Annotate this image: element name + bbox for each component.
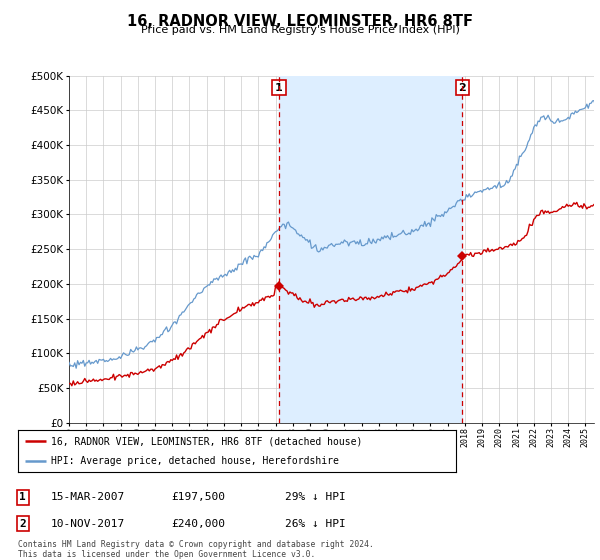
Text: 1: 1: [275, 82, 283, 92]
Text: This data is licensed under the Open Government Licence v3.0.: This data is licensed under the Open Gov…: [18, 550, 316, 559]
Text: 15-MAR-2007: 15-MAR-2007: [51, 492, 125, 502]
Text: 2: 2: [458, 82, 466, 92]
Text: Price paid vs. HM Land Registry's House Price Index (HPI): Price paid vs. HM Land Registry's House …: [140, 25, 460, 35]
Text: 16, RADNOR VIEW, LEOMINSTER, HR6 8TF: 16, RADNOR VIEW, LEOMINSTER, HR6 8TF: [127, 14, 473, 29]
Text: 29% ↓ HPI: 29% ↓ HPI: [285, 492, 346, 502]
Text: £197,500: £197,500: [171, 492, 225, 502]
Text: HPI: Average price, detached house, Herefordshire: HPI: Average price, detached house, Here…: [51, 456, 339, 466]
Text: 10-NOV-2017: 10-NOV-2017: [51, 519, 125, 529]
Text: 2: 2: [19, 519, 26, 529]
Text: 26% ↓ HPI: 26% ↓ HPI: [285, 519, 346, 529]
Text: 16, RADNOR VIEW, LEOMINSTER, HR6 8TF (detached house): 16, RADNOR VIEW, LEOMINSTER, HR6 8TF (de…: [51, 436, 362, 446]
Text: 1: 1: [19, 492, 26, 502]
Text: £240,000: £240,000: [171, 519, 225, 529]
Text: Contains HM Land Registry data © Crown copyright and database right 2024.: Contains HM Land Registry data © Crown c…: [18, 540, 374, 549]
Bar: [279, 76, 463, 423]
